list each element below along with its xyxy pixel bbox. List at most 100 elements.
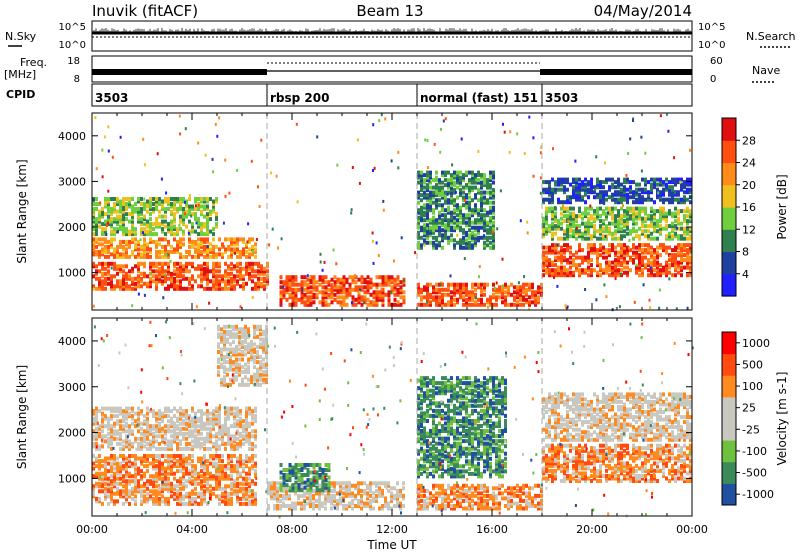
data-cell xyxy=(617,192,620,197)
data-cell xyxy=(528,282,531,287)
data-cell xyxy=(635,253,638,258)
data-cell xyxy=(161,434,164,439)
data-cell xyxy=(647,273,650,278)
data-cell xyxy=(578,229,581,234)
data-cell xyxy=(450,238,453,243)
data-cell xyxy=(203,244,206,249)
data-cell xyxy=(149,229,152,234)
data-cell xyxy=(184,127,187,131)
data-cell xyxy=(623,224,626,229)
data-cell xyxy=(194,204,197,208)
data-cell xyxy=(584,211,587,216)
data-cell xyxy=(110,266,113,270)
data-cell xyxy=(608,187,611,192)
data-cell xyxy=(426,193,429,198)
data-cell xyxy=(113,219,116,224)
data-cell xyxy=(194,411,197,416)
data-cell xyxy=(155,224,158,229)
data-cell xyxy=(173,494,176,499)
data-cell xyxy=(164,486,167,491)
data-cell xyxy=(578,273,581,278)
data-cell xyxy=(158,224,161,229)
data-cell xyxy=(101,247,104,252)
data-cell xyxy=(227,286,230,291)
data-cell xyxy=(590,234,593,239)
data-cell xyxy=(647,190,650,195)
data-cell xyxy=(486,210,489,215)
data-cell xyxy=(98,459,101,464)
data-cell xyxy=(596,182,599,187)
data-cell xyxy=(137,416,140,421)
data-cell xyxy=(251,499,254,504)
data-cell xyxy=(179,411,182,416)
data-cell xyxy=(420,287,423,292)
data-cell xyxy=(251,295,254,299)
data-cell xyxy=(125,434,128,439)
data-cell xyxy=(200,444,203,449)
data-cell xyxy=(134,439,137,444)
data-cell xyxy=(98,409,101,414)
data-cell xyxy=(218,247,221,252)
data-cell xyxy=(462,190,465,195)
data-cell xyxy=(545,190,548,195)
data-cell xyxy=(680,248,683,253)
data-cell xyxy=(170,444,173,449)
data-cell xyxy=(483,175,486,180)
data-cell xyxy=(563,250,566,255)
data-cell xyxy=(179,279,182,284)
data-cell xyxy=(164,499,167,504)
data-cell xyxy=(167,426,170,431)
data-cell xyxy=(282,280,286,285)
data-cell xyxy=(620,214,623,219)
data-cell xyxy=(218,274,221,279)
data-cell xyxy=(158,252,161,257)
data-cell xyxy=(122,419,125,424)
data-cell xyxy=(191,274,194,279)
data-cell xyxy=(650,236,653,241)
data-cell xyxy=(450,233,453,238)
data-cell xyxy=(557,197,560,202)
data-cell xyxy=(140,491,143,496)
data-cell xyxy=(104,222,107,227)
data-cell xyxy=(107,426,110,431)
data-cell xyxy=(426,290,429,295)
data-cell xyxy=(572,270,575,275)
data-cell xyxy=(459,228,462,233)
data-cell xyxy=(486,223,489,228)
data-cell xyxy=(92,198,95,202)
data-cell xyxy=(572,229,575,234)
data-cell xyxy=(191,276,194,281)
data-cell xyxy=(155,411,158,416)
data-cell xyxy=(92,441,95,446)
data-cell xyxy=(128,426,131,431)
data-cell xyxy=(161,204,164,209)
data-cell xyxy=(230,481,233,486)
data-cell xyxy=(101,419,104,424)
data-cell xyxy=(125,276,128,281)
data-cell xyxy=(679,180,682,184)
data-cell xyxy=(260,269,263,274)
data-cell xyxy=(602,270,605,275)
data-cell xyxy=(170,271,173,276)
data-cell xyxy=(444,230,447,235)
data-cell xyxy=(575,216,578,221)
data-cell xyxy=(420,225,423,230)
data-cell xyxy=(291,287,295,292)
data-cell xyxy=(200,276,203,281)
data-cell xyxy=(492,195,495,200)
data-cell xyxy=(508,150,511,154)
data-cell xyxy=(351,295,355,300)
data-cell xyxy=(215,474,218,479)
data-cell xyxy=(209,474,212,479)
data-cell xyxy=(125,229,128,234)
data-cell xyxy=(146,209,149,214)
data-cell xyxy=(309,285,313,290)
data-cell xyxy=(477,238,480,243)
data-cell xyxy=(161,454,164,458)
data-cell xyxy=(507,292,510,297)
data-cell xyxy=(617,182,620,187)
data-cell xyxy=(191,466,194,471)
data-cell xyxy=(690,250,693,254)
data-cell xyxy=(125,486,128,491)
data-cell xyxy=(285,275,289,280)
